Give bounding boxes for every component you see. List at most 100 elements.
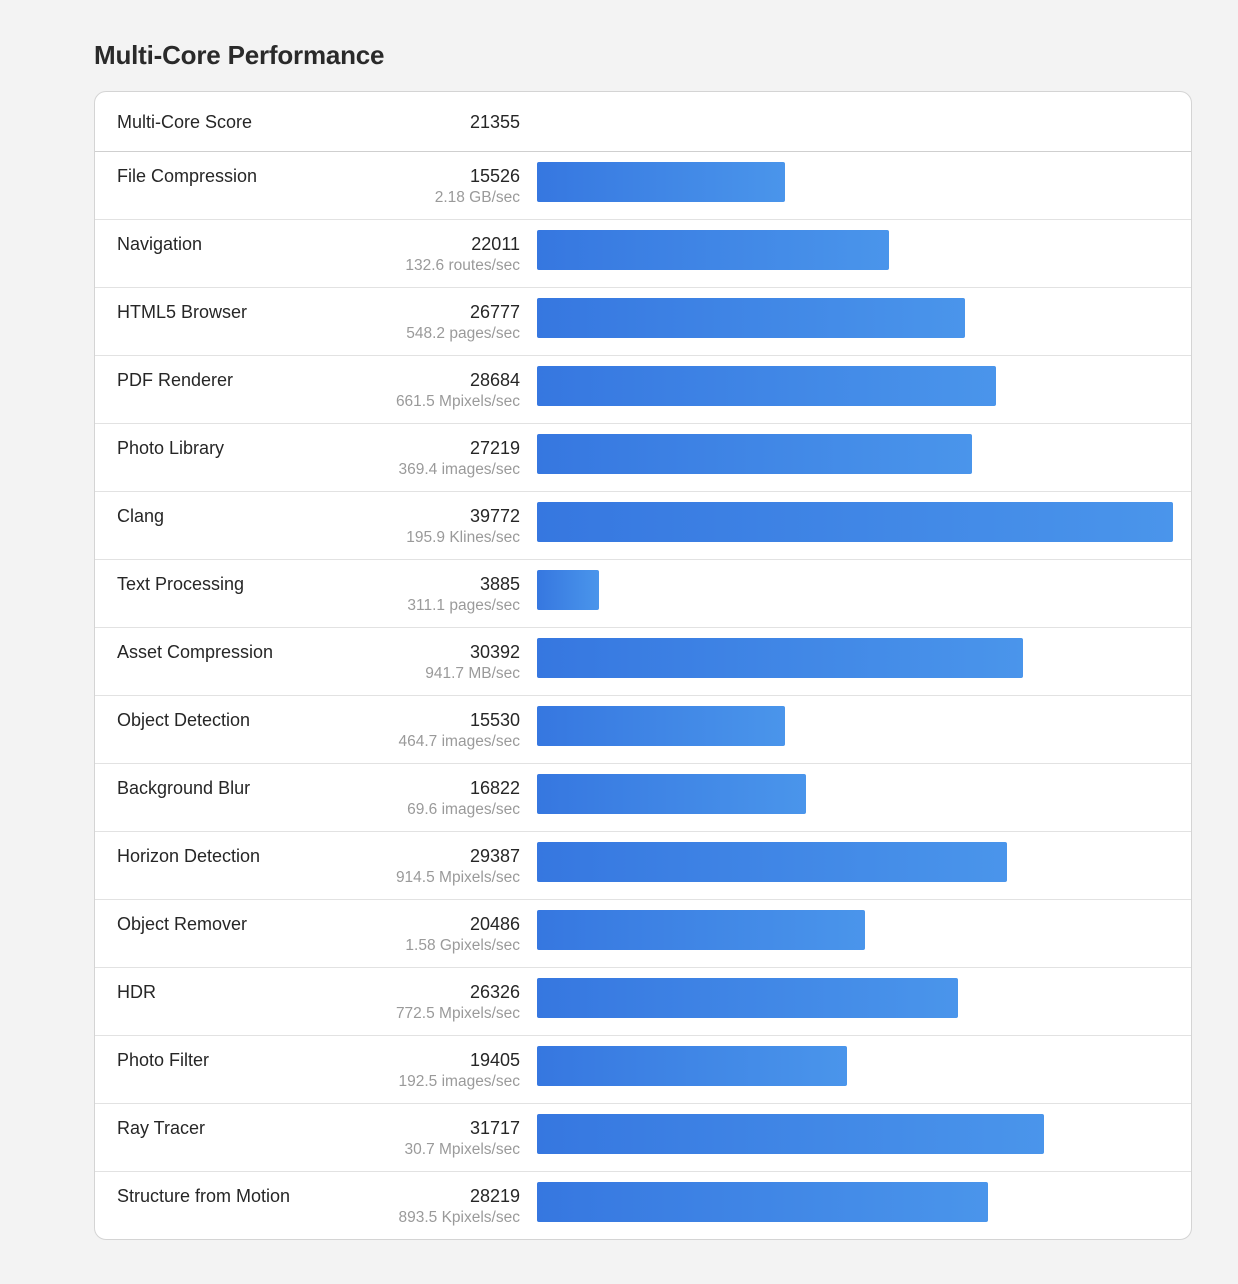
benchmark-rate: 893.5 Kpixels/sec [398,1209,521,1226]
benchmark-name: Photo Library [117,438,225,458]
score-bar [537,1046,847,1086]
benchmark-rate: 192.5 images/sec [398,1073,521,1090]
benchmark-score: 3885 [479,574,520,594]
benchmark-name: Horizon Detection [117,846,261,866]
benchmark-score: 22011 [471,234,520,254]
score-bar [537,502,1173,542]
table-row: Horizon Detection 29387 914.5 Mpixels/sec [95,832,1191,900]
multi-core-score-value: 21355 [469,112,520,132]
bar-track [537,910,1173,950]
bar-track [537,706,1173,746]
bar-track [537,842,1173,882]
table-row: PDF Renderer 28684 661.5 Mpixels/sec [95,356,1191,424]
score-bar [537,706,785,746]
benchmark-score: 39772 [469,506,520,526]
benchmark-score: 28219 [469,1186,520,1206]
benchmark-name: Photo Filter [117,1050,210,1070]
benchmark-score: 16822 [469,778,520,798]
benchmark-name: Text Processing [117,574,245,594]
bar-track [537,230,1173,270]
score-bar [537,1182,988,1222]
benchmark-table: Multi-Core Score 21355 File Compression 1… [94,91,1192,1240]
score-bar [537,162,785,202]
benchmark-name: PDF Renderer [117,370,234,390]
table-row: HTML5 Browser 26777 548.2 pages/sec [95,288,1191,356]
benchmark-name: Clang [117,506,165,526]
table-row: HDR 26326 772.5 Mpixels/sec [95,968,1191,1036]
benchmark-rate: 30.7 Mpixels/sec [404,1141,520,1158]
table-row: Text Processing 3885 311.1 pages/sec [95,560,1191,628]
bar-track [537,162,1173,202]
benchmark-name: File Compression [117,166,258,186]
benchmark-rate: 772.5 Mpixels/sec [395,1005,520,1022]
score-bar [537,298,965,338]
benchmark-score: 30392 [469,642,520,662]
benchmark-rate: 464.7 images/sec [398,733,521,750]
bar-track [537,1182,1173,1222]
multi-core-score-label: Multi-Core Score [117,112,253,132]
score-bar [537,638,1023,678]
table-row: Object Detection 15530 464.7 images/sec [95,696,1191,764]
benchmark-name: Background Blur [117,778,251,798]
score-bar [537,774,806,814]
table-row: Asset Compression 30392 941.7 MB/sec [95,628,1191,696]
benchmark-rate: 941.7 MB/sec [425,665,520,682]
benchmark-rate: 548.2 pages/sec [406,325,520,342]
benchmark-score: 15530 [469,710,520,730]
page-title: Multi-Core Performance [94,40,385,70]
benchmark-rate: 1.58 Gpixels/sec [405,937,520,954]
bar-track [537,978,1173,1018]
bar-track [537,638,1173,678]
benchmark-name: Object Detection [117,710,251,730]
benchmark-score: 29387 [469,846,520,866]
table-row: Navigation 22011 132.6 routes/sec [95,220,1191,288]
bar-track [537,774,1173,814]
benchmark-score: 27219 [469,438,520,458]
bar-track [537,298,1173,338]
score-bar [537,366,996,406]
bar-track [537,570,1173,610]
bar-track [537,366,1173,406]
score-bar [537,434,972,474]
benchmark-name: Structure from Motion [117,1186,291,1206]
score-bar [537,1114,1044,1154]
benchmark-rate: 914.5 Mpixels/sec [395,869,520,886]
benchmark-score: 26326 [469,982,520,1002]
table-row: Photo Library 27219 369.4 images/sec [95,424,1191,492]
benchmark-score: 28684 [469,370,520,390]
benchmark-score: 31717 [469,1118,520,1138]
benchmark-name: Ray Tracer [117,1118,206,1138]
table-row: File Compression 15526 2.18 GB/sec [95,152,1191,220]
benchmark-score: 15526 [469,166,520,186]
benchmark-name: Navigation [117,234,203,254]
score-bar [537,570,599,610]
benchmark-rate: 369.4 images/sec [398,461,521,478]
bar-track [537,1046,1173,1086]
table-row: Object Remover 20486 1.58 Gpixels/sec [95,900,1191,968]
table-row: Clang 39772 195.9 Klines/sec [95,492,1191,560]
benchmark-rate: 195.9 Klines/sec [406,529,520,546]
benchmark-score: 19405 [469,1050,520,1070]
benchmark-rate: 661.5 Mpixels/sec [395,393,520,410]
benchmark-rate: 132.6 routes/sec [405,257,520,274]
benchmark-name: Asset Compression [117,642,274,662]
score-bar [537,910,865,950]
bar-track [537,502,1173,542]
score-bar [537,842,1007,882]
table-row: Ray Tracer 31717 30.7 Mpixels/sec [95,1104,1191,1172]
bar-track [537,434,1173,474]
table-row: Photo Filter 19405 192.5 images/sec [95,1036,1191,1104]
benchmark-rate: 69.6 images/sec [407,801,520,818]
benchmark-score: 20486 [469,914,520,934]
score-bar [537,230,889,270]
benchmark-name: HTML5 Browser [117,302,248,322]
benchmark-name: HDR [117,982,156,1002]
benchmark-rate: 2.18 GB/sec [434,189,520,206]
bar-track [537,1114,1173,1154]
table-row: Structure from Motion 28219 893.5 Kpixels/… [95,1172,1191,1239]
benchmark-score: 26777 [469,302,520,322]
table-row: Background Blur 16822 69.6 images/sec [95,764,1191,832]
benchmark-name: Object Remover [117,914,248,934]
multi-core-score-row: Multi-Core Score 21355 [95,92,1191,152]
benchmark-rate: 311.1 pages/sec [407,597,520,614]
